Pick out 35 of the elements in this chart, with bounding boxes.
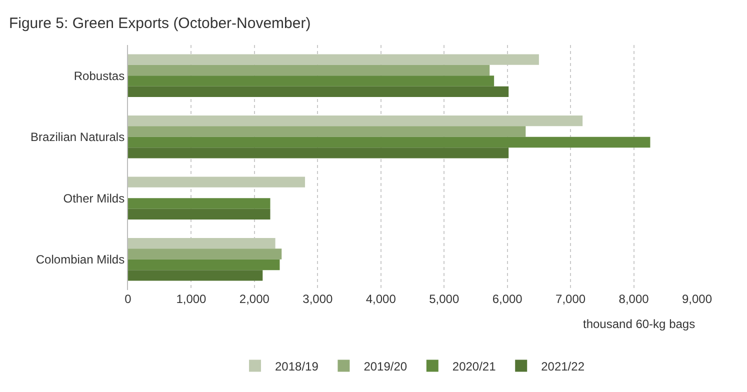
bar — [128, 176, 306, 188]
bar — [128, 115, 583, 126]
y-tick-label: Other Milds — [63, 191, 125, 206]
y-tick-label: Robustas — [74, 68, 125, 83]
x-tick-label: 9,000 — [682, 292, 712, 306]
bar — [128, 208, 270, 220]
legend-label: 2021/22 — [541, 359, 585, 374]
legend-label: 2018/19 — [275, 359, 319, 374]
x-tick-label: 8,000 — [618, 292, 650, 306]
bar — [128, 126, 526, 137]
x-tick-label: 6,000 — [492, 292, 523, 306]
bar — [128, 198, 270, 209]
bar — [128, 86, 509, 98]
x-tick-label: 0 — [124, 292, 132, 306]
x-tick-label: 5,000 — [429, 292, 460, 306]
legend-label: 2020/21 — [452, 359, 496, 374]
x-tick-label: 7,000 — [556, 292, 586, 306]
y-tick-label: Brazilian Naturals — [30, 130, 125, 144]
bar — [128, 76, 494, 86]
chart-title: Figure 5: Green Exports (October-November) — [8, 15, 311, 32]
x-tick-label: 1,000 — [176, 292, 207, 306]
bar — [128, 248, 282, 260]
legend-label: 2019/20 — [364, 359, 408, 374]
bar — [128, 136, 650, 148]
bar — [128, 259, 280, 270]
x-tick-label: 2,000 — [239, 292, 270, 306]
x-tick-label: 4,000 — [366, 292, 396, 306]
x-axis-title: thousand 60-kg bags — [583, 317, 696, 331]
x-tick-label: 3,000 — [302, 292, 334, 306]
bar — [128, 64, 490, 76]
bar — [128, 238, 276, 249]
bar — [128, 54, 539, 65]
bar — [128, 270, 263, 281]
bar — [128, 148, 509, 158]
y-tick-label: Colombian Milds — [36, 252, 125, 267]
